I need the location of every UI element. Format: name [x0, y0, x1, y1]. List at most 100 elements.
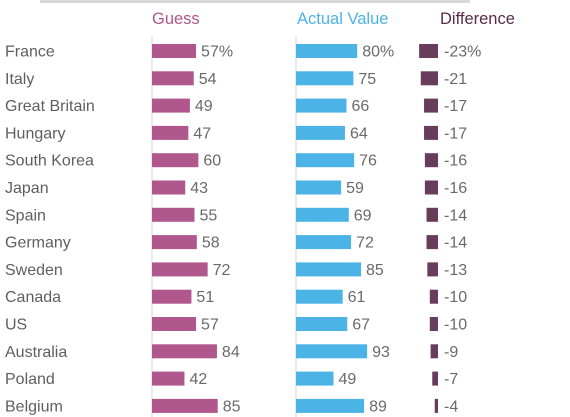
difference-bar	[419, 44, 438, 58]
guess-value-label: 49	[195, 98, 213, 115]
guess-bar	[152, 44, 197, 58]
difference-bar	[429, 317, 438, 331]
difference-bar	[424, 98, 438, 113]
guess-value-label: 55	[200, 207, 218, 224]
actual-value-label: 75	[358, 71, 376, 88]
actual-bar	[296, 180, 342, 195]
country-label: Spain	[5, 207, 46, 224]
difference-value-label: -17	[444, 98, 467, 115]
difference-value-label: -23%	[444, 44, 481, 61]
country-label: South Korea	[5, 153, 94, 170]
guess-bar	[152, 125, 189, 140]
actual-bar	[296, 371, 334, 386]
actual-bar	[296, 317, 348, 331]
actual-value-label: 93	[372, 344, 390, 361]
difference-value-label: -7	[444, 371, 458, 388]
difference-bar	[427, 262, 438, 277]
difference-value-label: -13	[444, 262, 467, 279]
actual-value-label: 85	[366, 262, 384, 279]
guess-bar	[152, 153, 199, 168]
actual-value-label: 76	[359, 153, 377, 170]
guess-value-label: 43	[190, 180, 208, 197]
guess-bar	[152, 207, 195, 222]
actual-bar	[296, 262, 362, 277]
actual-value-label: 59	[346, 180, 364, 197]
difference-value-label: -21	[444, 71, 467, 88]
guess-bar	[152, 289, 192, 304]
column-header-guess: Guess	[152, 10, 200, 28]
actual-bar	[296, 344, 368, 359]
actual-bar	[296, 98, 347, 113]
guess-bar	[152, 262, 208, 277]
country-label: US	[5, 317, 27, 334]
actual-bar	[296, 398, 365, 413]
guess-value-label: 47	[193, 125, 211, 142]
actual-value-label: 80%	[362, 44, 394, 61]
guess-value-label: 57	[201, 317, 219, 334]
country-label: Great Britain	[5, 98, 95, 115]
difference-value-label: -16	[444, 153, 467, 170]
actual-value-label: 64	[350, 125, 368, 142]
actual-value-label: 49	[338, 371, 356, 388]
guess-bar	[152, 235, 197, 250]
cropped-text-remnant	[40, 0, 470, 3]
difference-value-label: -9	[444, 344, 458, 361]
actual-value-label: 61	[348, 289, 366, 306]
difference-bar	[424, 153, 438, 168]
guess-value-label: 72	[213, 262, 231, 279]
guess-bar	[152, 398, 218, 413]
country-label: France	[5, 44, 55, 61]
column-header-actual-value: Actual Value	[297, 10, 388, 28]
actual-value-label: 69	[354, 207, 372, 224]
guess-bar	[152, 71, 194, 86]
guess-bar	[152, 317, 197, 331]
guess-value-label: 57%	[201, 44, 233, 61]
difference-bar	[424, 125, 438, 140]
difference-bar	[426, 235, 438, 250]
guess-value-label: 58	[202, 235, 220, 252]
actual-bar	[296, 289, 343, 304]
difference-value-label: -14	[444, 207, 467, 224]
guess-value-label: 42	[189, 371, 207, 388]
guess-bar	[152, 371, 185, 386]
guess-value-label: 60	[203, 153, 221, 170]
actual-bar	[296, 44, 358, 58]
guess-bar	[152, 180, 186, 195]
country-label: Sweden	[5, 262, 63, 279]
difference-bar	[420, 71, 438, 86]
country-label: Germany	[5, 235, 71, 252]
country-label: Belgium	[5, 398, 63, 415]
difference-value-label: -17	[444, 125, 467, 142]
difference-bar	[426, 207, 438, 222]
difference-bar	[424, 180, 438, 195]
difference-value-label: -16	[444, 180, 467, 197]
difference-value-label: -10	[444, 317, 467, 334]
actual-value-label: 67	[352, 317, 370, 334]
guess-value-label: 54	[199, 71, 217, 88]
actual-value-label: 89	[369, 398, 387, 415]
difference-bar	[429, 289, 438, 304]
country-label: Hungary	[5, 125, 65, 142]
difference-value-label: -10	[444, 289, 467, 306]
guess-value-label: 84	[222, 344, 240, 361]
guess-value-label: 51	[196, 289, 214, 306]
country-label: Italy	[5, 71, 34, 88]
actual-bar	[296, 71, 354, 86]
difference-value-label: -14	[444, 235, 467, 252]
country-label: Australia	[5, 344, 67, 361]
actual-value-label: 72	[356, 235, 374, 252]
actual-bar	[296, 153, 355, 168]
country-label: Canada	[5, 289, 61, 306]
actual-bar	[296, 125, 345, 140]
difference-bar	[432, 371, 438, 386]
difference-bar	[430, 344, 438, 359]
actual-value-label: 66	[351, 98, 369, 115]
difference-bar	[434, 398, 438, 413]
actual-bar	[296, 207, 349, 222]
actual-bar	[296, 235, 352, 250]
column-header-difference: Difference	[440, 10, 515, 28]
country-label: Japan	[5, 180, 49, 197]
guess-bar	[152, 344, 217, 359]
guess-value-label: 85	[223, 398, 241, 415]
